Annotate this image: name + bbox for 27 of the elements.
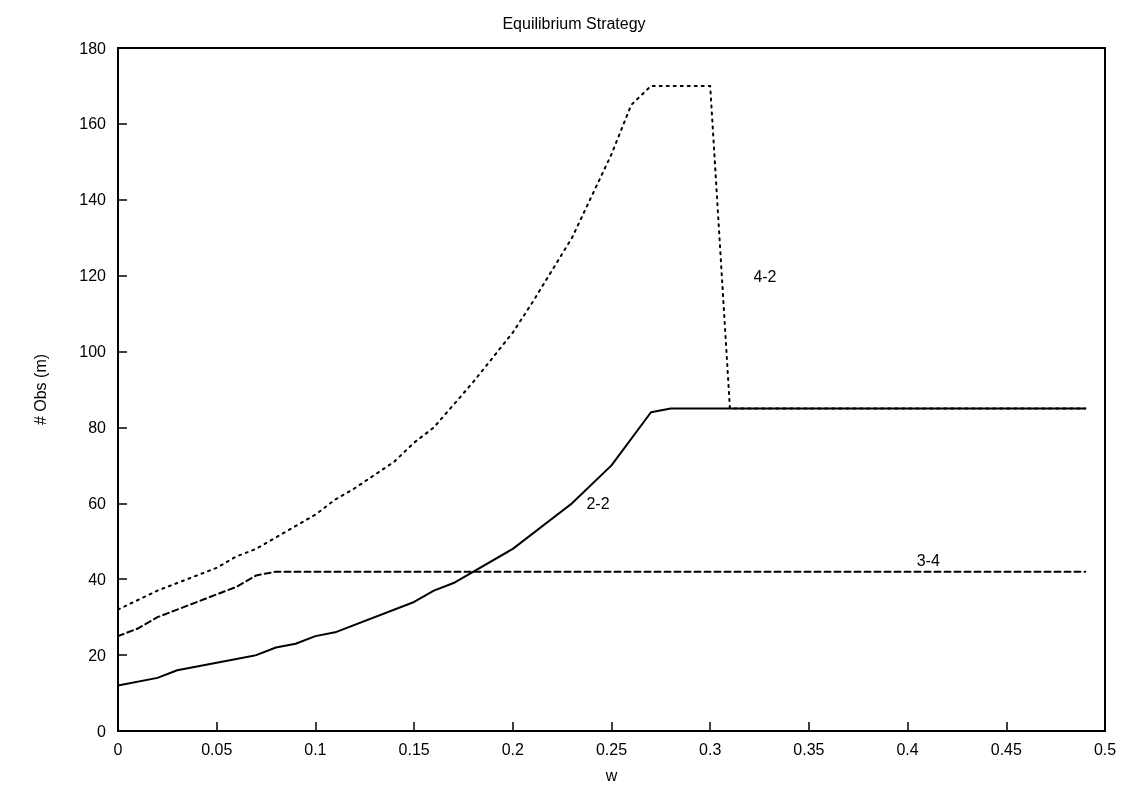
- y-tick-label: 180: [79, 39, 107, 57]
- x-tick-label: 0.2: [501, 740, 525, 758]
- y-tick-label: 120: [79, 267, 107, 285]
- y-tick-label: 40: [88, 570, 107, 588]
- y-tick-label: 100: [79, 343, 107, 361]
- x-tick-label: 0.15: [398, 740, 430, 758]
- x-tick-label: 0.1: [304, 740, 327, 758]
- x-tick-label: 0.5: [1093, 740, 1117, 758]
- y-tick-label: 60: [88, 494, 107, 512]
- y-tick-label: 140: [79, 191, 107, 209]
- x-tick-label: 0.35: [793, 740, 825, 758]
- y-tick-label: 80: [88, 418, 107, 436]
- y-axis-title: # Obs (m): [31, 353, 49, 426]
- y-tick-label: 20: [88, 646, 107, 664]
- x-tick-label: 0.05: [201, 740, 233, 758]
- series-label: 2-2: [586, 494, 610, 512]
- x-tick-label: 0.25: [595, 740, 628, 758]
- series-label: 4-2: [753, 267, 777, 285]
- chart-title: Equilibrium Strategy: [502, 14, 646, 32]
- series-label: 3-4: [916, 552, 940, 570]
- x-axis-title: w: [604, 766, 618, 784]
- y-tick-label: 160: [79, 115, 107, 133]
- x-tick-label: 0.45: [990, 740, 1022, 758]
- x-tick-label: 0.3: [699, 740, 722, 758]
- y-tick-label: 0: [97, 722, 107, 740]
- x-tick-label: 0: [113, 740, 123, 758]
- x-tick-label: 0.4: [896, 740, 919, 758]
